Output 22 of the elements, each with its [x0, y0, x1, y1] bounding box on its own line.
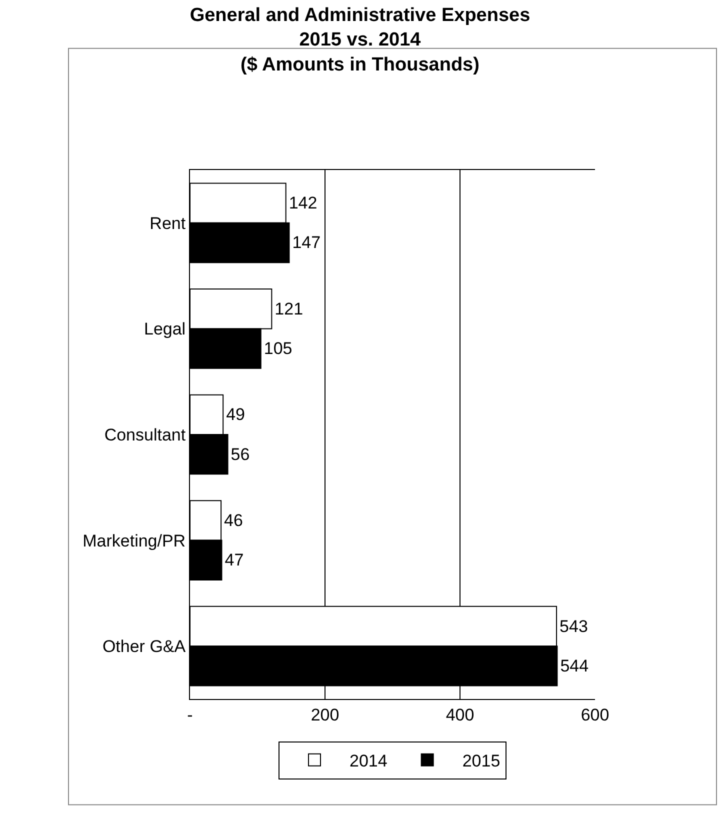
data-label: 543	[560, 616, 588, 636]
y-tick-label: Marketing/PR	[82, 531, 186, 550]
y-tick-label: Legal	[144, 320, 186, 339]
data-label: 56	[230, 444, 250, 464]
x-tick-label: 600	[580, 705, 610, 724]
x-tick-label: -	[187, 705, 193, 724]
y-tick-label: Rent	[150, 214, 186, 233]
data-label: 142	[288, 194, 318, 213]
data-label: 105	[264, 339, 292, 358]
data-label: 544	[560, 656, 589, 676]
data-label: 49	[226, 405, 245, 424]
y-tick-label: Consultant	[104, 425, 186, 444]
data-label: 147	[292, 233, 321, 252]
legend-label: 2015	[462, 752, 500, 770]
legend-label: 2014	[350, 752, 388, 770]
y-tick-label: Other G&A	[102, 637, 186, 656]
data-label: 121	[274, 299, 304, 318]
x-tick-label: 400	[446, 705, 474, 724]
data-label: 46	[224, 510, 243, 530]
x-tick-label: 200	[310, 705, 340, 724]
chart-title: General and Administrative Expenses 2015 vs. 2014 ($ Amounts in Thousands)	[190, 4, 530, 76]
data-label: 47	[224, 550, 244, 570]
